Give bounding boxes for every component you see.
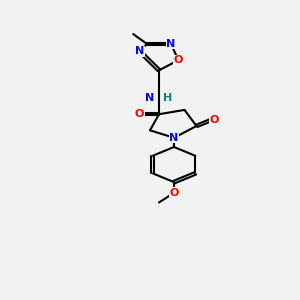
Text: O: O [209,115,218,125]
Text: N: N [169,133,178,143]
Text: O: O [135,109,144,119]
Text: N: N [135,46,144,56]
Text: O: O [174,55,183,65]
Text: N: N [145,93,154,103]
Text: H: H [164,93,173,103]
Text: N: N [167,39,176,49]
Text: O: O [169,188,179,198]
